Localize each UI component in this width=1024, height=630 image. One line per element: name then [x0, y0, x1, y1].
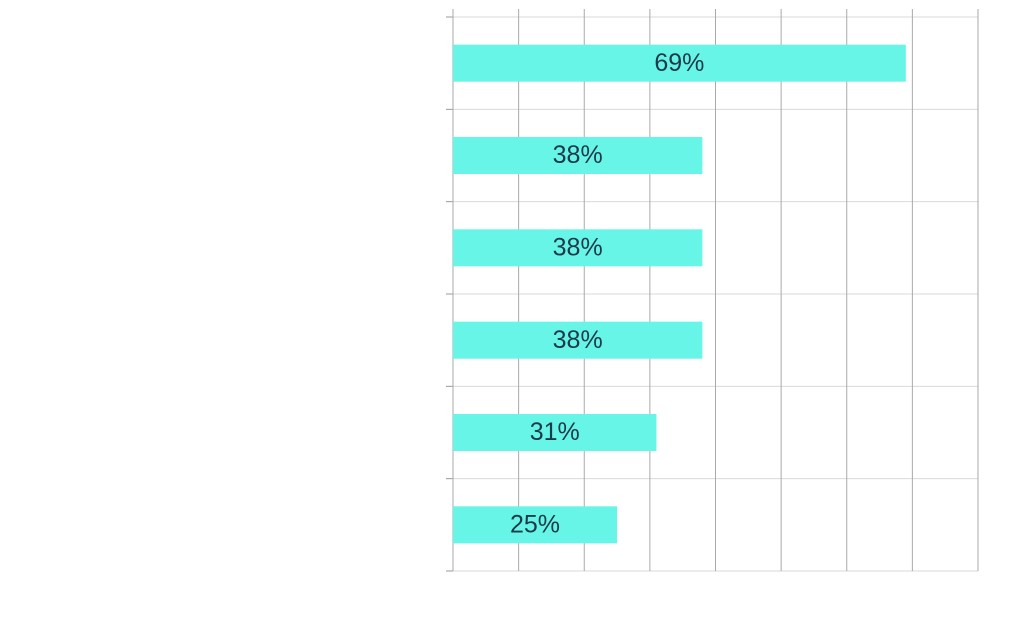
value-label: 38%	[553, 233, 603, 261]
value-label: 38%	[553, 141, 603, 169]
bar	[453, 321, 703, 359]
bar	[453, 229, 703, 267]
value-label: 38%	[553, 326, 603, 354]
value-label: 69%	[654, 49, 704, 77]
bar	[453, 44, 906, 82]
bar	[453, 414, 657, 451]
value-label: 25%	[510, 510, 560, 538]
value-label: 31%	[530, 418, 580, 446]
bar	[453, 137, 703, 174]
bar	[453, 506, 618, 544]
